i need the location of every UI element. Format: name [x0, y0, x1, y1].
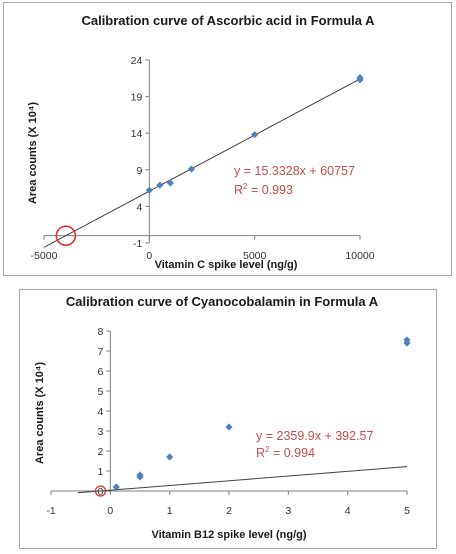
- data-point: [136, 471, 144, 479]
- x-tick-label: 0: [146, 250, 152, 262]
- y-tick-label: 4: [136, 201, 142, 213]
- regression-equation: y = 15.3328x + 60757: [234, 164, 355, 178]
- data-point: [166, 179, 174, 187]
- data-point: [403, 336, 411, 344]
- y-tick-label: 4: [97, 406, 103, 418]
- y-tick-label: 24: [131, 55, 143, 67]
- y-tick-label: -1: [133, 238, 142, 250]
- x-intercept-circle: [94, 485, 107, 497]
- data-point: [187, 165, 196, 173]
- x-tick-label: 3: [285, 505, 291, 517]
- y-tick-label: 3: [97, 426, 103, 438]
- y-tick-label: 9: [136, 165, 142, 177]
- y-tick-label: 6: [97, 366, 103, 378]
- data-point: [156, 181, 164, 189]
- y-tick-label: 1: [97, 466, 103, 478]
- x-axis-title: Vitamin C spike level (ng/g): [155, 259, 298, 271]
- x-tick-label: 10000: [345, 250, 374, 262]
- x-tick-label: 2: [226, 505, 232, 517]
- chart-ascorbic-acid: Calibration curve of Ascorbic acid in Fo…: [27, 13, 375, 271]
- trendline: [43, 78, 361, 248]
- x-tick-label: 1: [167, 505, 173, 517]
- x-tick-label: -5000: [31, 250, 58, 262]
- y-tick-label: 19: [131, 92, 143, 104]
- regression-equation: y = 2359.9x + 392.57: [256, 429, 374, 443]
- x-tick-label: -1: [46, 505, 55, 517]
- y-tick-label: 0: [97, 486, 103, 498]
- x-axis-title: Vitamin B12 spike level (ng/g): [151, 529, 306, 541]
- y-axis-title: Area counts (X 10⁴): [34, 362, 46, 464]
- x-tick-label: 0: [107, 505, 113, 517]
- x-tick-label: 5000: [243, 250, 267, 262]
- r-squared-label: R2 = 0.994: [256, 445, 315, 460]
- r-squared-label: R2 = 0.993: [234, 182, 293, 197]
- x-tick-label: 4: [345, 505, 351, 517]
- x-intercept-circle: [55, 225, 77, 246]
- chart-panel-ascorbic-acid: Calibration curve of Ascorbic acid in Fo…: [3, 2, 452, 276]
- data-point: [225, 423, 233, 431]
- data-point: [166, 453, 174, 461]
- data-point: [145, 186, 153, 194]
- y-axis-title: Area counts (X 10⁴): [27, 102, 39, 204]
- data-point: [356, 73, 364, 82]
- chart-title: Calibration curve of Cyanocobalamin in F…: [66, 294, 379, 309]
- chart-cyanocobalamin: Calibration curve of Cyanocobalamin in F…: [34, 294, 411, 541]
- x-tick-label: 5: [404, 505, 410, 517]
- chart-panel-cyanocobalamin: Calibration curve of Cyanocobalamin in F…: [19, 289, 437, 549]
- data-point: [251, 131, 259, 139]
- y-tick-label: 7: [97, 346, 103, 358]
- chart-title: Calibration curve of Ascorbic acid in Fo…: [81, 13, 375, 28]
- data-point: [112, 483, 120, 491]
- y-tick-label: 8: [97, 326, 103, 338]
- trendline: [77, 466, 408, 494]
- y-tick-label: 5: [97, 386, 103, 398]
- y-tick-label: 2: [97, 446, 103, 458]
- y-tick-label: 14: [131, 128, 143, 140]
